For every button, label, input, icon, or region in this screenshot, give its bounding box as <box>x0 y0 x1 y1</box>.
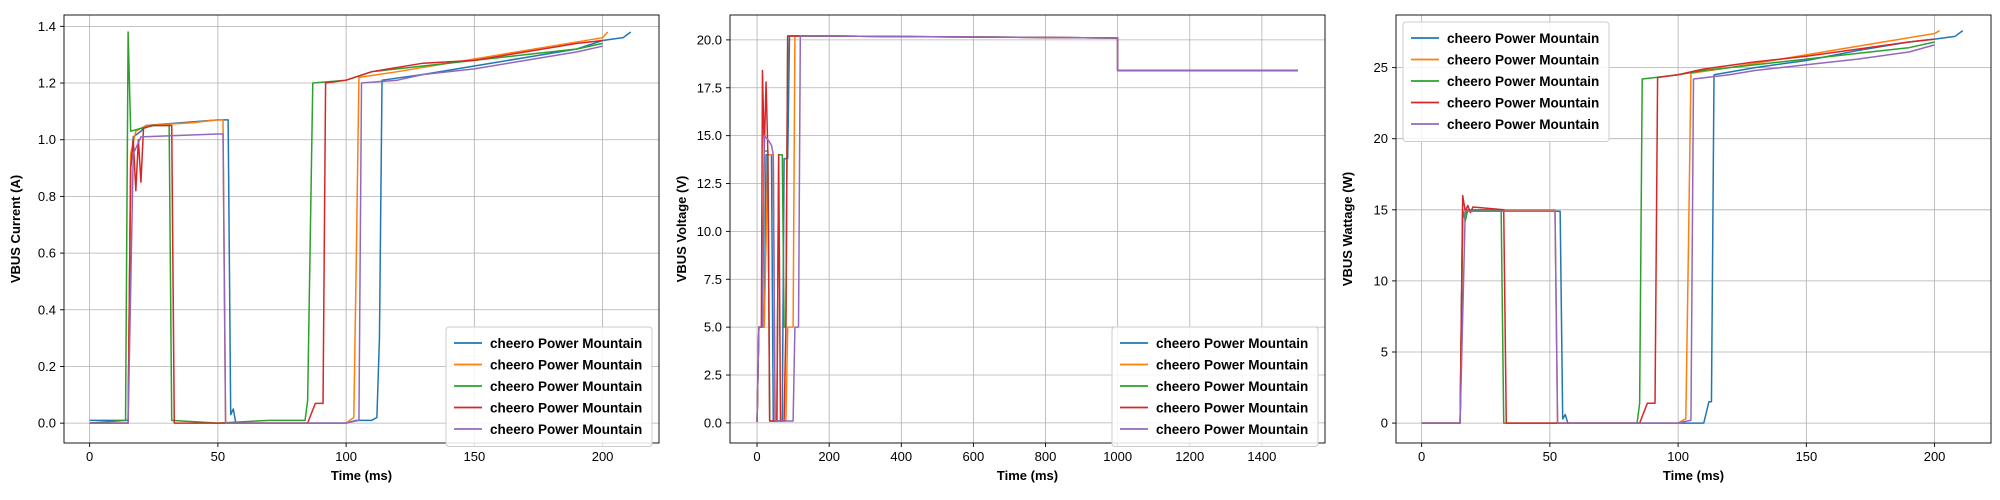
y-tick-label: 2.5 <box>704 368 722 383</box>
legend-box <box>1111 326 1319 447</box>
x-tick-label: 100 <box>335 449 357 464</box>
series-group <box>756 35 1298 422</box>
x-tick-label: 50 <box>1543 449 1557 464</box>
legend: cheero Power Mountain cheero Power Mounta… <box>445 326 653 447</box>
x-tick-label: 150 <box>463 449 485 464</box>
y-tick-label: 1.0 <box>38 132 56 147</box>
series-line-5 <box>1421 44 1935 424</box>
y-tick-label: 17.5 <box>697 80 722 95</box>
x-axis-label: Time (ms) <box>997 468 1058 483</box>
legend: cheero Power Mountain cheero Power Mounta… <box>1111 326 1319 447</box>
y-tick-label: 0.8 <box>38 189 56 204</box>
x-axis-label: Time (ms) <box>1663 468 1724 483</box>
y-tick-label: 0 <box>1381 416 1388 431</box>
x-tick-label: 1200 <box>1175 449 1204 464</box>
chart-panel-1: 0 50 100 150 200 0.0 0.2 0.4 0.6 0.8 1.0 1.2 1.4 Time… <box>8 14 660 483</box>
axes-frame <box>63 14 660 444</box>
legend-label: cheero Power Mountain <box>1447 74 1599 89</box>
x-tick-label: 800 <box>1035 449 1057 464</box>
y-tick-label: 0.4 <box>38 302 56 317</box>
legend-label: cheero Power Mountain <box>1447 31 1599 46</box>
legend-label: cheero Power Mountain <box>490 336 642 351</box>
x-tick-label: 200 <box>1924 449 1946 464</box>
grid <box>64 15 659 443</box>
chart-panel-3: 0 50 100 150 200 0 5 10 15 20 25 Time (ms) VBUS Watt… <box>1340 14 1992 483</box>
x-tick-label: 50 <box>211 449 225 464</box>
legend-label: cheero Power Mountain <box>490 379 642 394</box>
x-tick-label: 1000 <box>1103 449 1132 464</box>
y-tick-label: 10.0 <box>697 224 722 239</box>
legend-label: cheero Power Mountain <box>1447 53 1599 68</box>
y-tick-label: 25 <box>1374 60 1388 75</box>
y-tick-label: 0.6 <box>38 246 56 261</box>
y-tick-label: 5.0 <box>704 320 722 335</box>
legend-label: cheero Power Mountain <box>1447 96 1599 111</box>
legend-label: cheero Power Mountain <box>490 422 642 437</box>
legend-label: cheero Power Mountain <box>1156 358 1308 373</box>
series-group <box>89 31 632 424</box>
x-tick-label: 200 <box>818 449 840 464</box>
y-tick-label: 1.4 <box>38 19 56 34</box>
y-tick-label: 10 <box>1374 273 1388 288</box>
x-tick-label: 0 <box>1418 449 1425 464</box>
series-line-5 <box>756 35 1298 422</box>
y-tick-label: 15 <box>1374 202 1388 217</box>
legend-label: cheero Power Mountain <box>1156 401 1308 416</box>
chart-panel-2: 0 200 400 600 800 1000 1200 1400 0.0 2.5 5.0 7.5 10.… <box>674 14 1326 483</box>
series-group <box>1421 29 1964 424</box>
series-line-5 <box>89 45 603 424</box>
y-tick-label: 0.0 <box>38 416 56 431</box>
legend-label: cheero Power Mountain <box>1447 117 1599 132</box>
y-tick-label: 12.5 <box>697 176 722 191</box>
legend-label: cheero Power Mountain <box>490 358 642 373</box>
y-axis-label: VBUS Wattage (W) <box>1340 172 1355 286</box>
x-tick-label: 400 <box>890 449 912 464</box>
y-tick-label: 1.2 <box>38 76 56 91</box>
legend: cheero Power Mountain cheero Power Mounta… <box>1402 21 1610 142</box>
x-tick-label: 200 <box>592 449 614 464</box>
legend-label: cheero Power Mountain <box>490 401 642 416</box>
x-tick-label: 100 <box>1667 449 1689 464</box>
x-tick-label: 0 <box>86 449 93 464</box>
y-tick-label: 20 <box>1374 131 1388 146</box>
y-tick-label: 5 <box>1381 344 1388 359</box>
y-tick-label: 15.0 <box>697 128 722 143</box>
axes-frame <box>729 14 1326 444</box>
y-tick-label: 0.0 <box>704 415 722 430</box>
series-line-4 <box>1421 38 1935 424</box>
x-tick-label: 0 <box>753 449 760 464</box>
y-tick-label: 7.5 <box>704 272 722 287</box>
y-tick-label: 0.2 <box>38 359 56 374</box>
x-tick-label: 1400 <box>1247 449 1276 464</box>
grid <box>730 15 1325 443</box>
x-tick-label: 150 <box>1795 449 1817 464</box>
legend-box <box>1402 21 1610 142</box>
y-tick-label: 20.0 <box>697 32 722 47</box>
legend-label: cheero Power Mountain <box>1156 422 1308 437</box>
legend-label: cheero Power Mountain <box>1156 336 1308 351</box>
legend-box <box>445 326 653 447</box>
y-axis-label: VBUS Voltage (V) <box>674 176 689 283</box>
legend-label: cheero Power Mountain <box>1156 379 1308 394</box>
x-tick-label: 600 <box>963 449 985 464</box>
x-axis-label: Time (ms) <box>331 468 392 483</box>
axes-frame <box>1395 14 1992 444</box>
y-axis-label: VBUS Current (A) <box>8 175 23 283</box>
